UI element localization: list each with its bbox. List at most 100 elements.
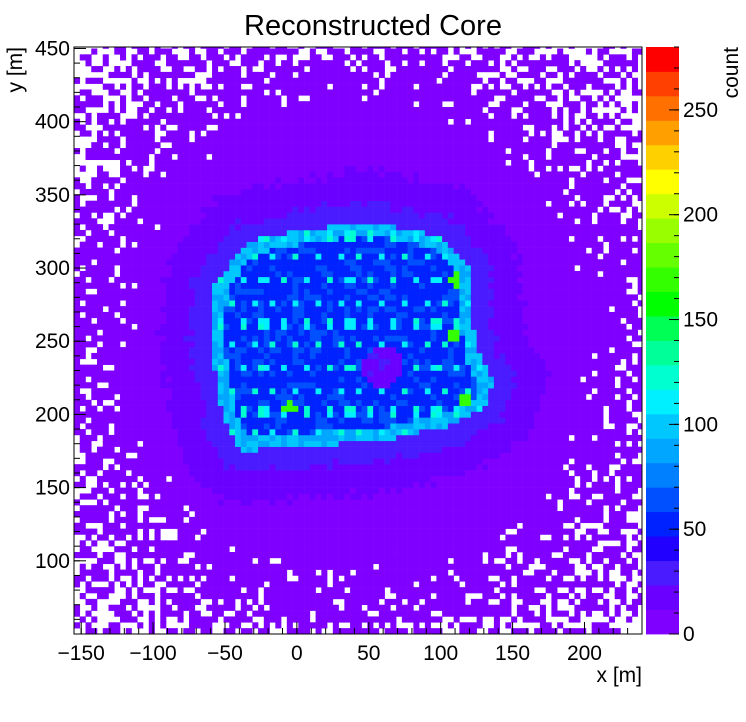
heatmap-cell — [263, 47, 270, 49]
heatmap-cell — [344, 540, 351, 547]
heatmap-cell — [206, 48, 213, 55]
heatmap-cell — [304, 165, 311, 172]
heatmap-cell — [154, 347, 161, 354]
heatmap-cell — [384, 452, 391, 459]
heatmap-cell — [378, 511, 385, 518]
heatmap-cell — [275, 569, 282, 576]
heatmap-cell — [315, 77, 322, 84]
heatmap-cell — [148, 200, 155, 207]
heatmap-cell — [396, 610, 403, 617]
heatmap-cell — [102, 557, 109, 565]
heatmap-cell — [108, 481, 115, 488]
heatmap-cell — [229, 71, 236, 79]
heatmap-cell — [223, 352, 230, 360]
heatmap-cell — [367, 587, 374, 594]
heatmap-cell — [194, 522, 201, 529]
heatmap-cell — [275, 311, 282, 319]
heatmap-cell — [396, 528, 403, 535]
heatmap-cell — [263, 622, 270, 629]
heatmap-cell — [183, 464, 190, 471]
heatmap-cell — [143, 229, 150, 237]
heatmap-cell — [292, 347, 299, 354]
heatmap-cell — [298, 446, 305, 453]
heatmap-cell — [120, 581, 127, 588]
heatmap-cell — [332, 130, 339, 137]
heatmap-cell — [137, 118, 144, 125]
heatmap-cell — [355, 77, 362, 84]
heatmap-cell — [223, 165, 230, 172]
heatmap-cell — [85, 528, 92, 535]
heatmap-cell — [206, 358, 213, 365]
heatmap-cell — [229, 265, 236, 272]
heatmap-cell — [315, 417, 322, 424]
heatmap-cell — [367, 405, 374, 412]
heatmap-cell — [269, 417, 276, 424]
heatmap-cell — [344, 306, 351, 313]
heatmap-cell — [344, 200, 351, 207]
heatmap-cell — [263, 118, 270, 125]
heatmap-cell — [183, 317, 190, 324]
heatmap-cell — [131, 171, 138, 178]
heatmap-cell — [235, 206, 242, 213]
heatmap-cell — [108, 411, 115, 418]
heatmap-cell — [137, 130, 144, 137]
heatmap-cell — [206, 259, 213, 266]
heatmap-cell — [367, 376, 374, 383]
heatmap-cell — [189, 622, 196, 629]
heatmap-cell — [384, 341, 391, 348]
heatmap-cell — [166, 177, 173, 184]
heatmap-cell — [384, 329, 391, 336]
heatmap-cell — [384, 212, 391, 219]
heatmap-cell — [166, 323, 173, 330]
heatmap-cell — [390, 329, 397, 336]
heatmap-cell — [309, 434, 316, 442]
heatmap-cell — [154, 282, 161, 289]
heatmap-cell — [114, 499, 121, 506]
heatmap-cell — [108, 183, 115, 190]
heatmap-cell — [361, 429, 368, 436]
heatmap-cell — [235, 382, 242, 389]
heatmap-cell — [79, 323, 86, 330]
heatmap-cell — [315, 364, 322, 371]
heatmap-cell — [229, 475, 236, 483]
heatmap-cell — [235, 434, 242, 442]
heatmap-cell — [315, 66, 322, 73]
heatmap-cell — [263, 253, 270, 260]
heatmap-cell — [321, 71, 328, 79]
heatmap-cell — [229, 259, 236, 266]
heatmap-cell — [378, 452, 385, 459]
heatmap-cell — [292, 282, 299, 289]
heatmap-cell — [108, 393, 115, 401]
heatmap-cell — [74, 376, 81, 383]
heatmap-cell — [183, 206, 190, 213]
heatmap-cell — [344, 153, 351, 161]
heatmap-cell — [373, 452, 380, 459]
heatmap-cell — [200, 247, 207, 254]
heatmap-cell — [131, 575, 138, 582]
heatmap-cell — [269, 593, 276, 600]
heatmap-cell — [309, 341, 316, 348]
heatmap-cell — [332, 89, 339, 96]
heatmap-cell — [315, 352, 322, 360]
heatmap-cell — [390, 358, 397, 365]
heatmap-cell — [332, 347, 339, 354]
heatmap-cell — [206, 253, 213, 260]
heatmap-cell — [160, 329, 167, 336]
heatmap-cell — [97, 294, 104, 301]
heatmap-cell — [367, 212, 374, 219]
heatmap-cell — [263, 493, 270, 500]
heatmap-cell — [240, 171, 247, 178]
heatmap-cell — [309, 323, 316, 330]
heatmap-cell — [281, 446, 288, 453]
heatmap-cell — [315, 481, 322, 488]
heatmap-cell — [378, 388, 385, 395]
heatmap-cell — [229, 241, 236, 248]
heatmap-cell — [373, 259, 380, 266]
heatmap-cell — [235, 388, 242, 395]
heatmap-cell — [269, 188, 276, 196]
heatmap-cell — [148, 347, 155, 354]
heatmap-cell — [252, 130, 259, 137]
heatmap-cell — [390, 300, 397, 307]
heatmap-cell — [114, 364, 121, 371]
heatmap-cell — [384, 475, 391, 483]
